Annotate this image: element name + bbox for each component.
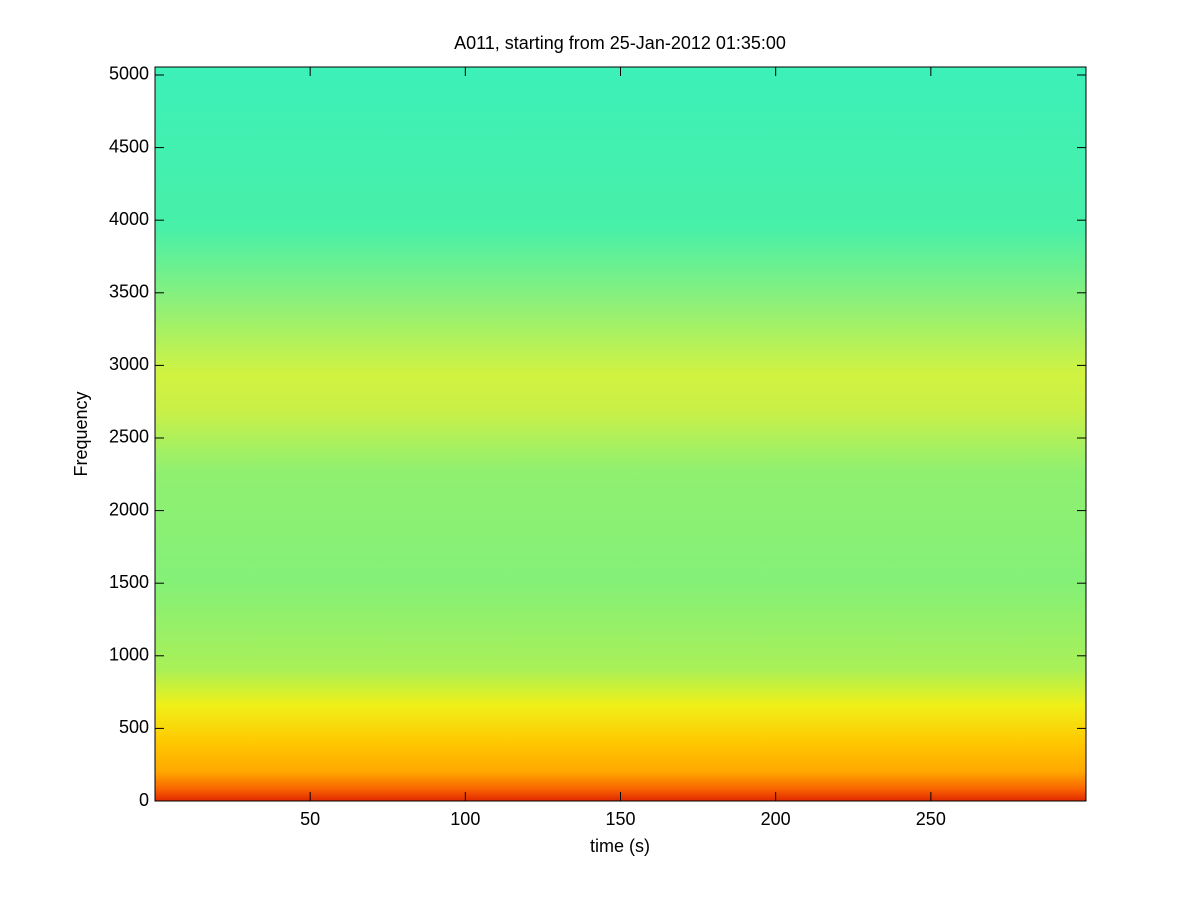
x-tick-label: 100	[450, 809, 480, 829]
x-tick-label: 250	[916, 809, 946, 829]
y-tick-label: 500	[119, 717, 149, 737]
y-tick-label: 1500	[109, 572, 149, 592]
spectrogram-image	[155, 67, 1086, 801]
x-tick-label: 50	[300, 809, 320, 829]
y-tick-label: 1000	[109, 645, 149, 665]
y-tick-label: 4500	[109, 136, 149, 156]
x-tick-label: 200	[761, 809, 791, 829]
y-tick-label: 4000	[109, 209, 149, 229]
x-tick-label: 150	[605, 809, 635, 829]
x-axis-label: time (s)	[590, 836, 650, 856]
y-tick-label: 0	[139, 790, 149, 810]
y-axis-label: Frequency	[71, 391, 91, 476]
y-tick-label: 3000	[109, 354, 149, 374]
y-tick-label: 2500	[109, 427, 149, 447]
y-tick-label: 5000	[109, 64, 149, 84]
chart-title: A011, starting from 25-Jan-2012 01:35:00	[454, 33, 786, 53]
y-tick-label: 3500	[109, 282, 149, 302]
y-tick-label: 2000	[109, 499, 149, 519]
